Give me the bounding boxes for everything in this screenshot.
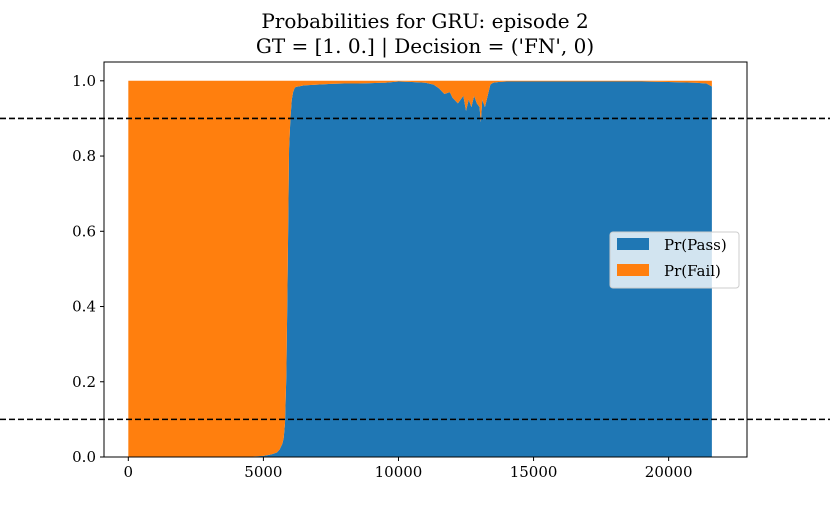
- x-axis: 0 5000 10000 15000 20000: [124, 457, 693, 481]
- plot-area: [128, 80, 712, 457]
- y-tick-label: 0.2: [72, 373, 96, 391]
- y-tick-label: 0.8: [72, 147, 96, 165]
- x-tick-label: 15000: [510, 463, 558, 481]
- x-tick-label: 5000: [244, 463, 282, 481]
- x-tick-label: 0: [124, 463, 134, 481]
- chart-title: Probabilities for GRU: episode 2: [261, 9, 588, 33]
- y-tick-label: 0.0: [72, 448, 96, 466]
- plot-frame: [103, 61, 748, 458]
- legend-swatch-fail: [617, 264, 649, 276]
- x-tick-label: 20000: [645, 463, 693, 481]
- chart-subtitle: GT = [1. 0.] | Decision = ('FN', 0): [256, 34, 594, 59]
- x-tick-label: 10000: [375, 463, 423, 481]
- y-axis: 0.0 0.2 0.4 0.6 0.8 1.0: [72, 72, 104, 466]
- threshold-lines: [0, 117, 830, 421]
- legend-swatch-pass: [617, 238, 649, 250]
- legend-label-pass: Pr(Pass): [664, 236, 727, 254]
- area-series-pr-pass: [128, 81, 712, 457]
- area-series-pr-fail: [128, 80, 712, 457]
- legend-label-fail: Pr(Fail): [664, 262, 721, 280]
- y-tick-label: 0.6: [72, 222, 96, 240]
- y-tick-label: 0.4: [72, 298, 96, 316]
- y-tick-label: 1.0: [72, 72, 96, 90]
- legend: Pr(Pass) Pr(Fail): [609, 231, 740, 289]
